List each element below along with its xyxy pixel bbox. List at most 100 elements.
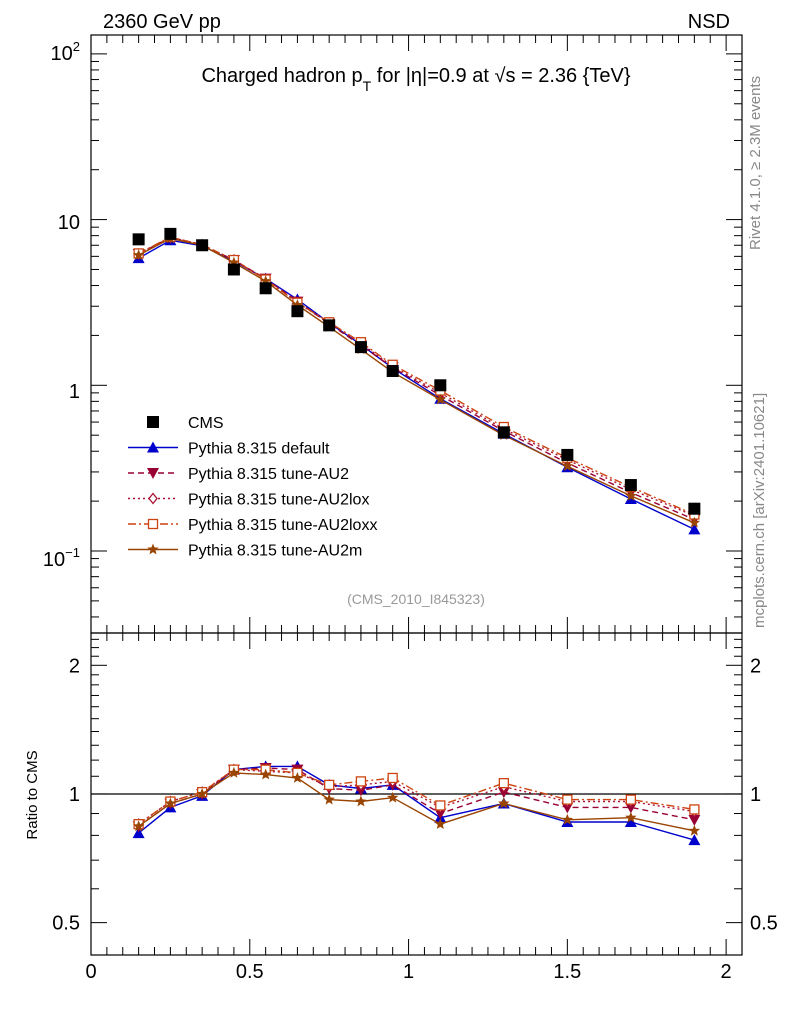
- legend-marker: [147, 518, 159, 530]
- ratio-ytick-label-left: 0.5: [52, 913, 80, 935]
- ratio-point-au2: [688, 814, 701, 826]
- legend-marker: [148, 492, 158, 505]
- ratio-series-au2m: [132, 766, 701, 836]
- legend-marker: [147, 416, 159, 428]
- main-axis-ticks: [90, 35, 742, 633]
- legend-entry-au2loxx: Pythia 8.315 tune-AU2loxx: [128, 517, 377, 534]
- ratio-ytick-label-left: 2: [69, 655, 80, 677]
- header-energy-label: 2360 GeV pp: [103, 11, 221, 33]
- ratio-series-group: [132, 760, 701, 846]
- point-cms: [196, 239, 209, 252]
- ratio-ytick-label-left: 1: [69, 784, 80, 806]
- ratio-point-au2m: [355, 795, 367, 807]
- ratio-point-default: [132, 827, 145, 839]
- legend-entry-au2lox: Pythia 8.315 tune-AU2lox: [128, 492, 369, 509]
- legend-label: Pythia 8.315 tune-AU2loxx: [188, 517, 377, 534]
- legend-label: Pythia 8.315 default: [188, 441, 330, 458]
- point-cms: [434, 379, 447, 392]
- ratio-point-au2loxx: [324, 779, 335, 791]
- legend-marker: [147, 468, 159, 479]
- point-au2m: [625, 489, 637, 501]
- ratio-point-au2m: [260, 768, 272, 780]
- ratio-point-au2m: [688, 824, 701, 836]
- legend: CMS Pythia 8.315 default Pythia 8.315 tune…: [128, 415, 377, 560]
- xtick-label: 0.5: [236, 961, 264, 983]
- ratio-point-au2m: [196, 788, 208, 799]
- legend-entry-au2m: Pythia 8.315 tune-AU2m: [128, 543, 362, 560]
- legend-entry-default: Pythia 8.315 default: [128, 441, 330, 458]
- ratio-point-au2loxx: [355, 776, 367, 787]
- plot-title: Charged hadron pT for |η|=0.9 at √s = 2.…: [201, 65, 630, 94]
- ratio-line-default: [138, 765, 695, 841]
- ratio-series-default: [132, 760, 701, 846]
- point-au2m: [291, 299, 304, 310]
- ratio-point-au2m: [625, 811, 637, 823]
- ratio-point-au2: [434, 808, 447, 820]
- legend-label: Pythia 8.315 tune-AU2lox: [188, 492, 369, 509]
- xtick-label: 0: [85, 961, 96, 983]
- point-cms: [259, 282, 272, 295]
- point-default: [688, 523, 701, 535]
- legend-entry-au2: Pythia 8.315 tune-AU2: [128, 466, 349, 483]
- series-au2m: [132, 232, 701, 528]
- ratio-ytick-label-right: 1: [750, 784, 761, 806]
- ratio-point-au2m: [561, 813, 573, 825]
- legend-marker: [147, 441, 159, 453]
- point-cms: [497, 426, 510, 439]
- point-au2m: [132, 249, 145, 260]
- point-au2m: [434, 393, 446, 405]
- xtick-label: 1.5: [553, 961, 581, 983]
- point-cms: [323, 319, 336, 332]
- ratio-point-au2loxx: [562, 794, 573, 805]
- legend-label: Pythia 8.315 tune-AU2m: [188, 543, 362, 560]
- point-cms: [624, 479, 637, 492]
- point-cms: [164, 227, 177, 240]
- ratio-point-au2loxx: [625, 794, 637, 805]
- series-line-au2lox: [138, 236, 695, 517]
- series-cms: [132, 227, 701, 515]
- point-cms: [132, 233, 145, 246]
- ratio-point-au2: [624, 802, 637, 814]
- ratio-point-au2m: [228, 766, 240, 778]
- point-au2m: [688, 516, 701, 528]
- ratio-point-default: [624, 815, 637, 827]
- point-cms: [227, 263, 240, 276]
- ratio-point-au2loxx: [435, 800, 446, 811]
- ytick-label-100: 102: [51, 39, 80, 65]
- point-cms: [291, 305, 304, 318]
- ratio-line-au2loxx: [138, 768, 695, 825]
- ratio-axis-ticks: [90, 633, 742, 955]
- ytick-label-10: 10: [58, 212, 80, 234]
- ratio-point-au2m: [498, 797, 510, 809]
- ytick-label-1: 1: [69, 381, 80, 403]
- ratio-point-au2m: [387, 791, 399, 803]
- legend-label: CMS: [188, 415, 224, 432]
- main-series-group: [132, 227, 701, 535]
- ratio-ytick-label-right: 2: [750, 655, 761, 677]
- ratio-ylabel: Ratio to CMS: [24, 750, 41, 839]
- point-cms: [386, 364, 399, 377]
- ratio-line-au2: [138, 767, 695, 827]
- series-line-au2loxx: [138, 236, 695, 516]
- xtick-labels: 0 0.5 1 1.5 2: [85, 961, 731, 983]
- point-au2m: [228, 256, 240, 268]
- point-au2m: [561, 460, 573, 471]
- legend-entry-cms: CMS: [147, 415, 224, 432]
- ratio-point-au2m: [291, 772, 304, 783]
- ratio-point-au2m: [164, 797, 177, 809]
- ratio-point-au2m: [434, 818, 446, 829]
- ratio-series-au2lox: [133, 763, 700, 831]
- point-cms: [354, 341, 367, 354]
- xtick-label: 2: [721, 961, 732, 983]
- ratio-series-au2loxx: [133, 764, 700, 830]
- ratio-point-au2: [561, 802, 574, 814]
- point-cms: [688, 502, 701, 515]
- ratio-point-au2loxx: [498, 777, 509, 789]
- mcplots-credit-label: mcplots.cern.ch [arXiv:2401.10621]: [751, 393, 768, 628]
- ratio-ytick-labels: 0.5 0.5 1 1 2 2: [52, 655, 778, 934]
- series-default: [132, 234, 701, 535]
- ratio-point-au2loxx: [689, 804, 700, 815]
- ratio-point-au2m: [132, 820, 145, 832]
- ytick-label-0.1: 10−1: [43, 545, 80, 571]
